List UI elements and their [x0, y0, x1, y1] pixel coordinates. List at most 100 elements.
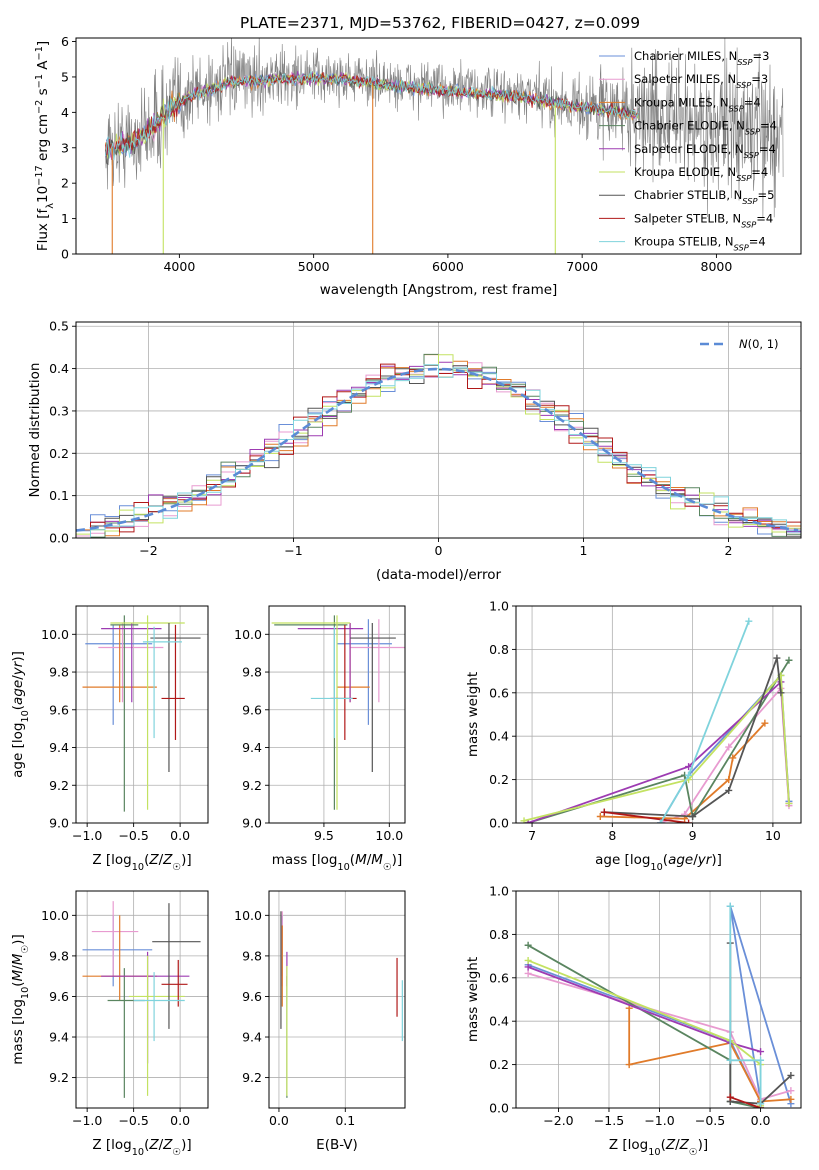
mass-vs-metallicity-panel: −1.0 −0.5 0.09.29.49.69.810.0Z [log10(Z/Z☉… — [10, 890, 209, 1158]
label-part: Z — [162, 1137, 173, 1153]
legend-label: Salpeter ELODIE, NSSP=4 — [634, 142, 776, 160]
x-tick-label: −0.5 — [118, 1113, 148, 1128]
x-tick-label: 0.1 — [335, 1113, 355, 1128]
y-tick-label: 0.0 — [49, 531, 69, 546]
series-marker — [725, 743, 733, 751]
series-marker — [787, 1095, 795, 1103]
x-tick-label: −0.5 — [118, 828, 148, 843]
y-tick-label: 9.8 — [49, 948, 69, 963]
label-part: Salpeter STELIB, N — [634, 211, 741, 225]
plot-area — [76, 353, 801, 538]
label-part: SSP — [744, 150, 759, 160]
y-tick-label: 9.8 — [49, 665, 69, 680]
y-tick-label: 10.0 — [41, 627, 69, 642]
label-part: =5 — [757, 188, 774, 202]
label-part: yr — [697, 852, 713, 868]
data-point — [128, 955, 185, 1096]
y-tick-label: 1 — [61, 211, 69, 226]
label-part: ☉ — [172, 1147, 181, 1158]
data-point — [271, 615, 351, 810]
label-part: 10 — [132, 862, 144, 873]
y-tick-label: 9.6 — [242, 989, 262, 1004]
y-tick-label: 0.6 — [489, 970, 509, 985]
y-tick-label: 0.4 — [489, 1014, 509, 1029]
series-marker — [520, 817, 528, 823]
y-tick-label: 9.6 — [242, 702, 262, 717]
x-axis-label: Z [log10(Z/Z☉)] — [92, 852, 191, 873]
x-tick-label: 0.0 — [170, 828, 190, 843]
plot-area — [271, 615, 405, 810]
label-part: SSP — [736, 80, 751, 90]
age-vs-metallicity-panel: −1.0 −0.5 0.09.09.29.49.69.810.0Z [log10(Z… — [10, 605, 209, 873]
y-tick-label: 1.0 — [489, 599, 509, 614]
label-part: )] — [181, 1137, 192, 1153]
y-tick-label: 0.5 — [49, 319, 69, 334]
residual-histogram-panel: −2 −1 0 1 2 0.0 0.1 0.2 0.3 0.4 0.5 (data-model)/er… — [27, 319, 802, 583]
data-point — [91, 901, 139, 977]
x-tick-label: 4000 — [163, 259, 195, 274]
mass-vs-extinction-panel: 0.0 0.1 9.2 9.4 9.6 9.8 10.0 E(B-V) — [234, 890, 406, 1153]
legend-label: Kroupa ELODIE, NSSP=4 — [634, 165, 768, 183]
data-point — [98, 622, 164, 703]
label-part: SSP — [745, 127, 760, 137]
x-tick-label: −1 — [284, 543, 302, 558]
plot-frame — [268, 605, 406, 824]
series-marker — [726, 902, 734, 910]
x-axis-label: wavelength [Angstrom, rest frame] — [320, 282, 558, 298]
label-part: 10 — [20, 987, 31, 999]
series-marker — [777, 689, 785, 697]
legend-label: Chabrier ELODIE, NSSP=4 — [634, 119, 777, 137]
label-part: / — [10, 675, 26, 680]
plot-frame — [75, 605, 209, 824]
label-part: Z [log — [92, 852, 131, 868]
y-tick-label: 9.0 — [49, 816, 69, 831]
label-part: =4 — [751, 165, 768, 179]
series-marker — [729, 754, 737, 762]
y-tick-label: 9.4 — [242, 740, 262, 755]
label-part: )] — [711, 852, 722, 868]
x-tick-label: −1.0 — [72, 1113, 102, 1128]
y-tick-label: 3 — [61, 140, 69, 155]
series-marker — [685, 819, 693, 823]
label-part: / — [693, 852, 698, 868]
plot-frame — [515, 890, 802, 1109]
label-part: Kroupa STELIB, N — [634, 235, 734, 249]
label-part: SSP — [741, 219, 756, 229]
data-point — [82, 624, 157, 703]
x-tick-label: 10 — [765, 828, 781, 843]
plot-area — [82, 901, 201, 1098]
x-axis-label: mass [log10(M/M☉)] — [272, 852, 402, 873]
legend-label: N(0, 1) — [739, 337, 779, 351]
label-part: SSP — [734, 243, 749, 253]
y-tick-label: 9.2 — [49, 1070, 69, 1085]
legend-label: Kroupa MILES, NSSP=4 — [634, 95, 761, 113]
y-tick-label: 0.0 — [489, 816, 509, 831]
series-marker — [785, 799, 793, 807]
y-tick-label: 9.6 — [49, 702, 69, 717]
label-part: =4 — [759, 142, 776, 156]
series-marker — [757, 1048, 765, 1056]
label-part: ☉ — [383, 862, 392, 873]
series-marker — [725, 786, 733, 794]
label-part: Z — [148, 852, 159, 868]
label-part: Chabrier ELODIE, N — [634, 119, 745, 133]
label-part: ☉ — [172, 862, 181, 873]
plot-area — [82, 615, 201, 812]
x-tick-label: 5000 — [298, 259, 330, 274]
x-axis-label: Z [log10(Z/Z☉)] — [609, 1137, 708, 1158]
series-line — [729, 906, 762, 1104]
y-tick-label: 6 — [61, 34, 69, 49]
y-tick-label: 10.0 — [234, 627, 262, 642]
x-tick-label: 9 — [689, 828, 697, 843]
series-marker — [726, 1093, 734, 1101]
y-tick-label: 9.6 — [49, 989, 69, 1004]
label-part: M — [355, 852, 367, 868]
y-tick-label: 10.0 — [234, 908, 262, 923]
label-part: / — [159, 852, 164, 868]
y-tick-label: 0.2 — [489, 772, 509, 787]
label-part: ] — [35, 41, 51, 46]
label-part: Z — [148, 1137, 159, 1153]
label-part: ( — [10, 981, 26, 986]
data-point — [310, 626, 353, 739]
label-part: erg cm — [35, 114, 51, 165]
